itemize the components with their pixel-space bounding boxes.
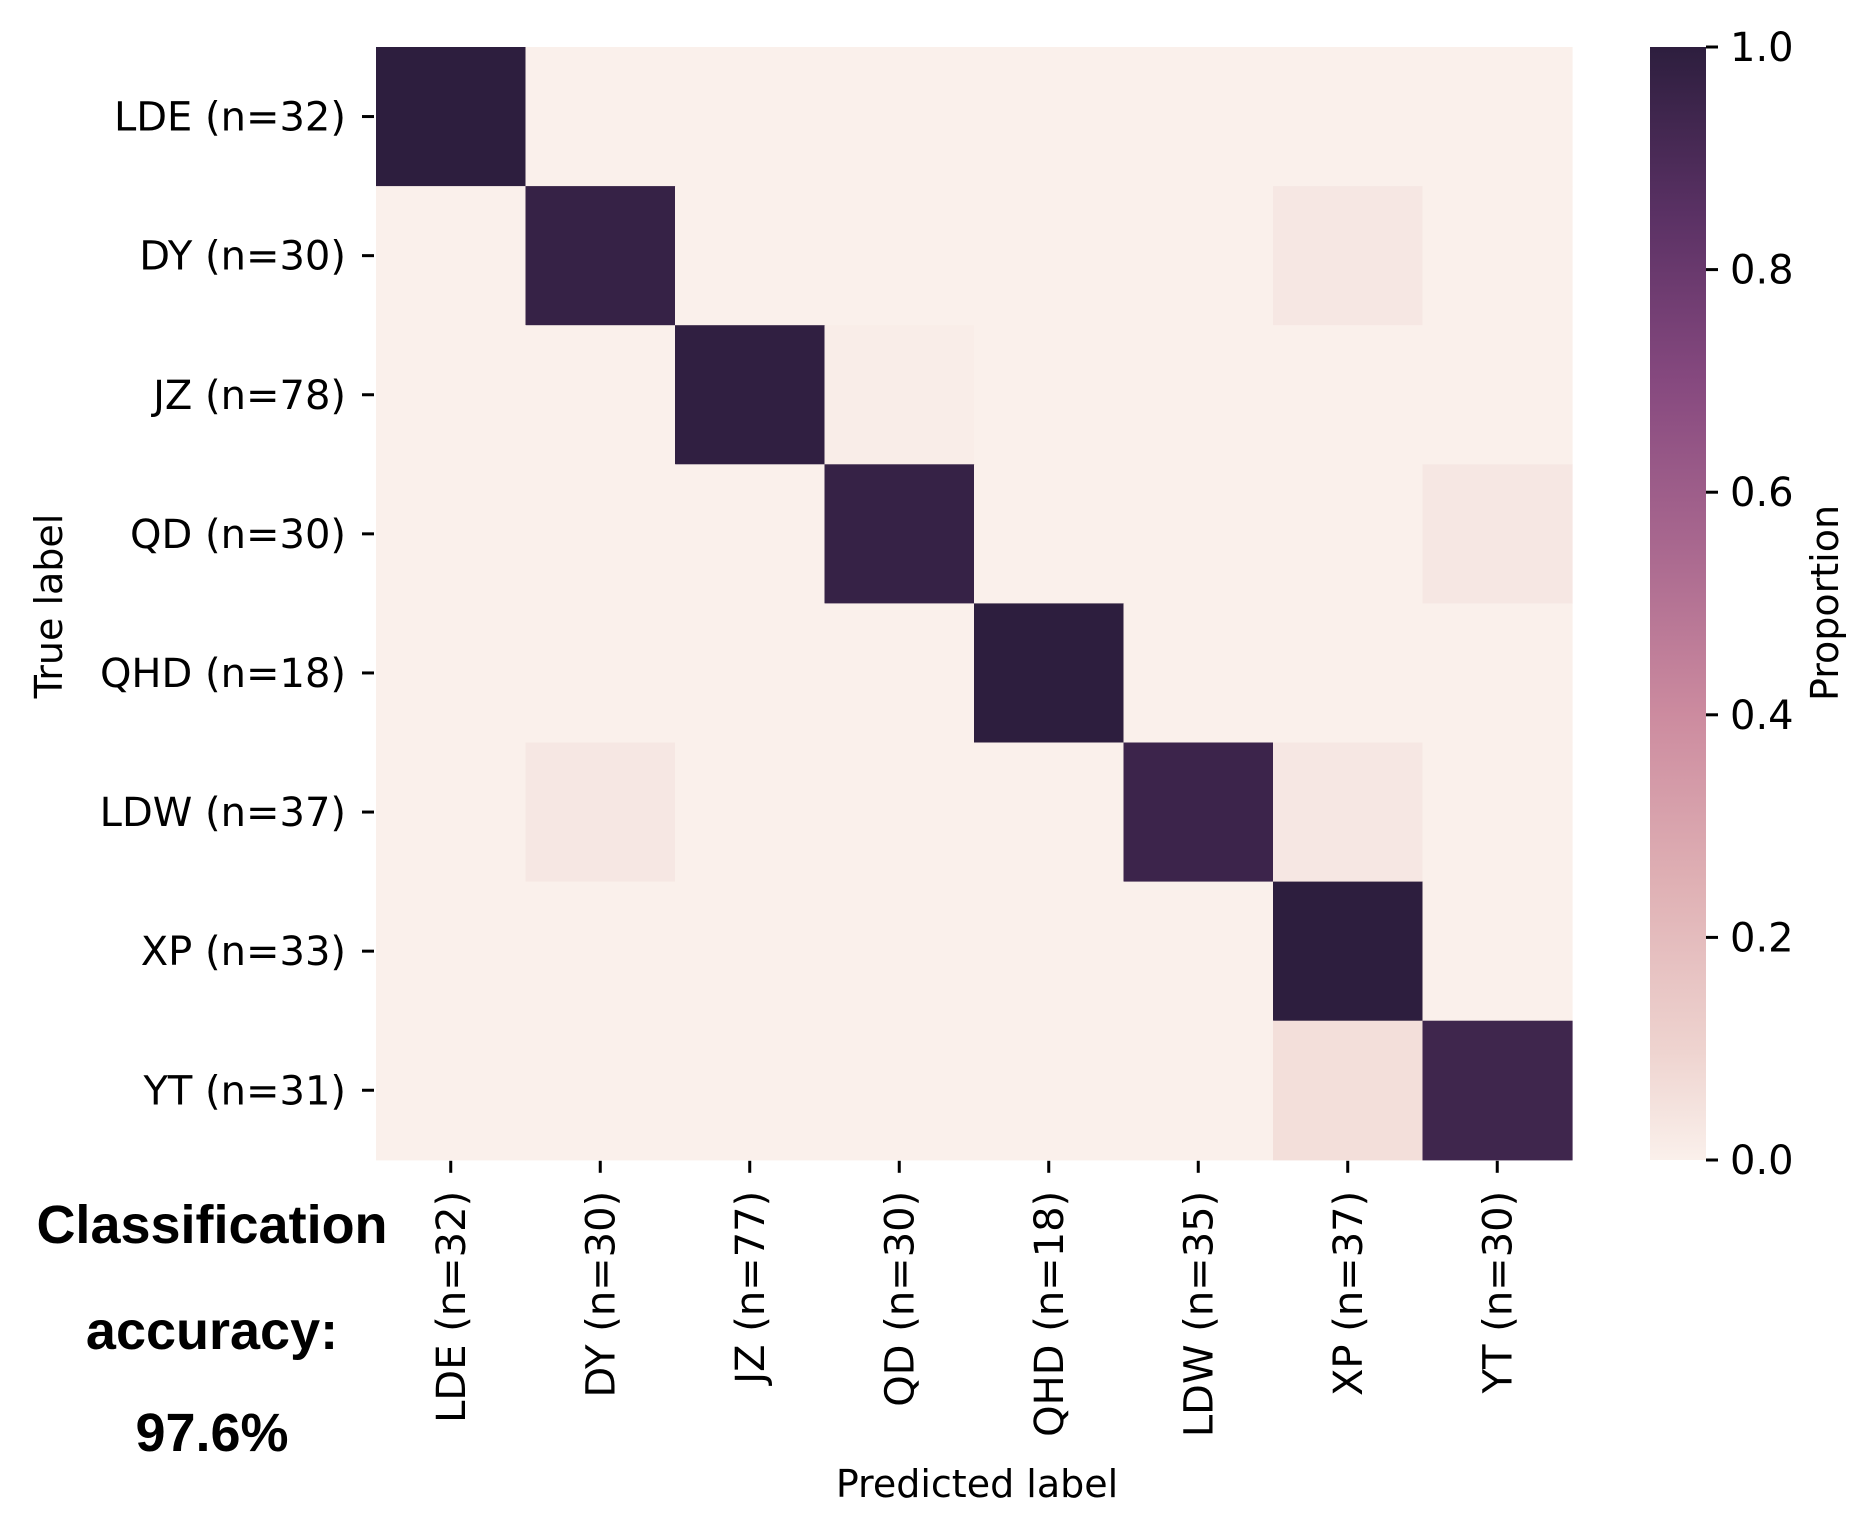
- heatmap-cell: [376, 464, 527, 604]
- heatmap-cell: [525, 325, 676, 465]
- heatmap-cell: [824, 186, 975, 326]
- heatmap-cell: [1422, 603, 1573, 744]
- heatmap-cell: [1123, 464, 1274, 604]
- colorbar-tick-label: 0.4: [1730, 693, 1794, 739]
- heatmap-cell: [974, 742, 1125, 883]
- heatmap-cell: [1273, 47, 1424, 187]
- column-tick-labels: LDE (n=32) DY (n=30) JZ (n=77) QD (n=30) QHD…: [429, 1160, 1521, 1437]
- heatmap-cells: [376, 47, 1573, 1161]
- heatmap-cell: [525, 1020, 676, 1161]
- heatmap-cell: [1422, 464, 1573, 604]
- heatmap-cell: [1123, 881, 1274, 1022]
- heatmap-cell: [1273, 603, 1424, 744]
- heatmap-cell: [824, 1020, 975, 1161]
- heatmap-cell: [1123, 603, 1274, 744]
- heatmap-cell: [1273, 742, 1424, 883]
- colorbar-tick-label: 0.8: [1730, 248, 1794, 294]
- heatmap-cell: [974, 1020, 1125, 1161]
- heatmap-cell: [675, 47, 826, 187]
- heatmap-cell: [1422, 186, 1573, 326]
- y-axis-title: True label: [27, 514, 71, 700]
- heatmap-cell: [974, 464, 1125, 604]
- heatmap-cell: [376, 881, 527, 1022]
- heatmap-cell: [1422, 325, 1573, 465]
- heatmap-cell: [525, 881, 676, 1022]
- colorbar-ticks: 0.0 0.2 0.4 0.6 0.8 1.0: [1706, 25, 1794, 1184]
- colorbar-label: Proportion: [1803, 505, 1847, 701]
- row-tick-label: YT (n=31): [142, 1068, 346, 1114]
- heatmap-cell: [1123, 325, 1274, 465]
- colorbar-tick-label: 1.0: [1730, 25, 1794, 71]
- x-axis-title: Predicted label: [836, 1462, 1118, 1506]
- heatmap-cell: [675, 881, 826, 1022]
- heatmap-cell: [1422, 742, 1573, 883]
- heatmap-cell: [675, 1020, 826, 1161]
- colorbar-tick-label: 0.6: [1730, 470, 1794, 516]
- heatmap-cell: [1273, 325, 1424, 465]
- heatmap-cell: [525, 603, 676, 744]
- heatmap-cell: [376, 742, 527, 883]
- heatmap-cell: [376, 186, 527, 326]
- colorbar-tick-label: 0.0: [1730, 1138, 1794, 1184]
- column-tick-label: JZ (n=77): [728, 1191, 774, 1387]
- accuracy-line-1: Classification: [36, 1195, 387, 1255]
- row-tick-label: LDW (n=37): [100, 790, 346, 836]
- row-tick-label: DY (n=30): [139, 234, 346, 280]
- row-tick-label: LDE (n=32): [114, 95, 346, 141]
- heatmap-cell: [675, 464, 826, 604]
- heatmap-cell: [1273, 881, 1424, 1022]
- heatmap-cell: [376, 47, 527, 187]
- column-tick-label: YT (n=30): [1475, 1191, 1521, 1395]
- heatmap-cell: [525, 47, 676, 187]
- heatmap-cell: [376, 325, 527, 465]
- heatmap-cell: [675, 742, 826, 883]
- heatmap-cell: [824, 603, 975, 744]
- column-tick-label: QD (n=30): [877, 1191, 923, 1407]
- row-tick-label: QD (n=30): [130, 512, 346, 558]
- row-tick-label: QHD (n=18): [100, 651, 346, 697]
- heatmap-cell: [974, 47, 1125, 187]
- heatmap-cell: [1123, 47, 1274, 187]
- heatmap-cell: [525, 464, 676, 604]
- heatmap-cell: [974, 186, 1125, 326]
- heatmap-cell: [1422, 881, 1573, 1022]
- heatmap-cell: [824, 742, 975, 883]
- row-tick-labels: LDE (n=32) DY (n=30) JZ (n=78) QD (n=30) QHD…: [100, 95, 374, 1114]
- heatmap-cell: [1123, 186, 1274, 326]
- heatmap-cell: [824, 325, 975, 465]
- row-tick-label: JZ (n=78): [150, 373, 346, 419]
- heatmap-cell: [1123, 1020, 1274, 1161]
- heatmap-cell: [1422, 47, 1573, 187]
- heatmap-cell: [824, 881, 975, 1022]
- heatmap-cell: [1422, 1020, 1573, 1161]
- accuracy-value: 97.6%: [135, 1403, 288, 1463]
- heatmap-cell: [376, 1020, 527, 1161]
- heatmap-cell: [974, 603, 1125, 744]
- colorbar-tick-label: 0.2: [1730, 915, 1794, 961]
- heatmap-cell: [824, 464, 975, 604]
- heatmap-cell: [1273, 464, 1424, 604]
- heatmap-cell: [974, 325, 1125, 465]
- column-tick-label: XP (n=37): [1326, 1191, 1372, 1396]
- heatmap-cell: [1273, 1020, 1424, 1161]
- heatmap-cell: [1273, 186, 1424, 326]
- column-tick-label: LDW (n=35): [1176, 1191, 1222, 1437]
- accuracy-line-2: accuracy:: [86, 1301, 338, 1361]
- row-tick-label: XP (n=33): [141, 929, 346, 975]
- column-tick-label: QHD (n=18): [1027, 1191, 1073, 1437]
- column-tick-label: LDE (n=32): [429, 1191, 475, 1423]
- heatmap-cell: [525, 742, 676, 883]
- column-tick-label: DY (n=30): [578, 1191, 624, 1398]
- heatmap-cell: [1123, 742, 1274, 883]
- heatmap-cell: [376, 603, 527, 744]
- heatmap-cell: [675, 603, 826, 744]
- heatmap-cell: [974, 881, 1125, 1022]
- heatmap-cell: [675, 325, 826, 465]
- colorbar: [1650, 47, 1706, 1160]
- heatmap-cell: [675, 186, 826, 326]
- heatmap-cell: [525, 186, 676, 326]
- heatmap-cell: [824, 47, 975, 187]
